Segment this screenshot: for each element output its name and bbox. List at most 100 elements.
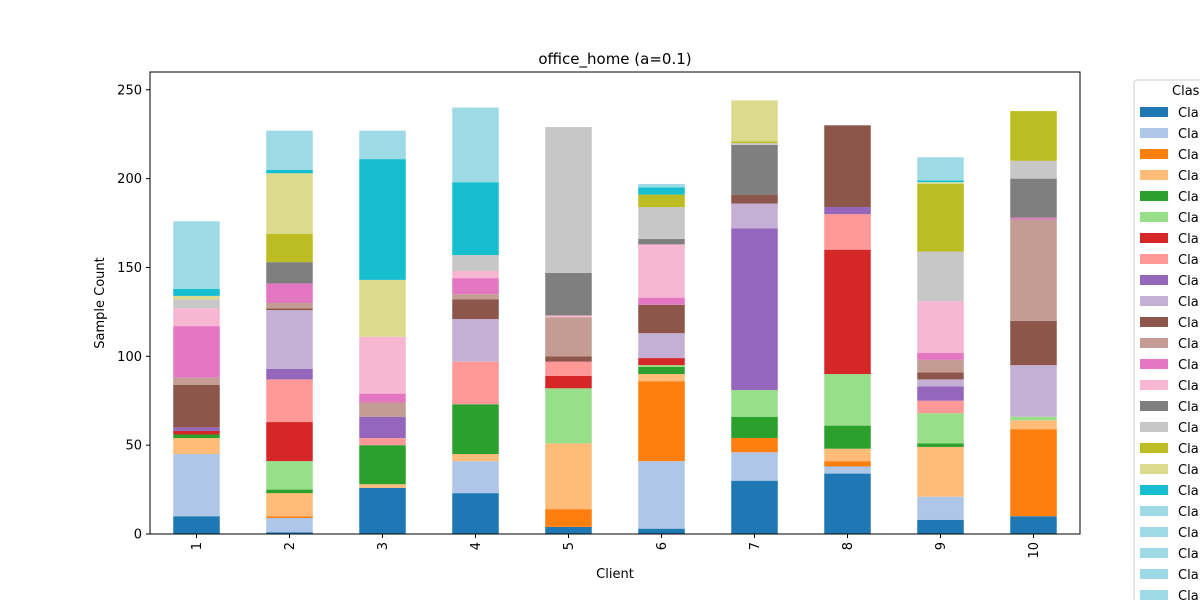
bar-segment-client-7-series-9	[731, 228, 778, 391]
bar-segment-client-6-series-3	[638, 381, 685, 462]
legend-label: Cla	[1178, 148, 1199, 163]
y-tick-label: 100	[117, 350, 142, 365]
bar-segment-client-8-series-6	[824, 374, 871, 426]
bar-segment-client-7-series-16	[731, 143, 778, 145]
bar-segment-client-10-series-16	[1010, 160, 1057, 179]
bar-segment-client-6-series-14	[638, 244, 685, 298]
x-tick-label: 10	[1027, 542, 1042, 559]
bar-segment-client-1-series-14	[173, 308, 220, 327]
legend-label: Cla	[1178, 253, 1199, 268]
bar-segment-client-7-series-2	[731, 452, 778, 481]
bar-segment-client-5-series-4	[545, 443, 592, 510]
bar-segment-client-2-series-3	[266, 516, 313, 519]
legend-swatch	[1140, 191, 1168, 201]
bar-segment-client-2-series-12	[266, 303, 313, 309]
x-tick-label: 1	[190, 542, 205, 550]
legend-swatch	[1140, 380, 1168, 390]
legend-label: Cla	[1178, 400, 1199, 415]
bar-segment-client-3-series-14	[359, 336, 406, 394]
bar-segment-client-6-series-10	[638, 333, 685, 359]
legend-swatch	[1140, 254, 1168, 264]
bar-segment-client-1-series-1	[173, 516, 220, 534]
bar-segment-client-6-series-19	[638, 187, 685, 195]
bar-segment-client-10-series-10	[1010, 365, 1057, 417]
legend-label: Cla	[1178, 190, 1199, 205]
bar-segment-client-6-series-2	[638, 461, 685, 529]
legend-label: Cla	[1178, 316, 1199, 331]
bar-segment-client-2-series-11	[266, 308, 313, 311]
bar-segment-client-10-series-1	[1010, 516, 1057, 534]
legend-swatch	[1140, 170, 1168, 180]
bar-segment-client-9-series-9	[917, 386, 964, 401]
legend-swatch	[1140, 149, 1168, 159]
legend-label: Cla	[1178, 442, 1199, 457]
bar-segment-client-7-series-1	[731, 480, 778, 534]
bar-segment-client-6-series-1	[638, 528, 685, 534]
bar-segment-client-3-series-19	[359, 159, 406, 280]
legend-label: Cla	[1178, 358, 1199, 373]
bar-segment-client-5-series-1	[545, 526, 592, 534]
bar-segment-client-9-series-16	[917, 251, 964, 302]
legend-label: Cla	[1178, 484, 1199, 499]
bar-segment-client-3-series-18	[359, 279, 406, 337]
bar-segment-client-1-series-11	[173, 384, 220, 428]
bar-segment-client-1-series-13	[173, 326, 220, 378]
legend-swatch	[1140, 506, 1168, 516]
bar-segment-client-2-series-13	[266, 283, 313, 303]
bar-segment-client-9-series-1	[917, 519, 964, 534]
legend-label: Cla	[1178, 211, 1199, 226]
legend-swatch	[1140, 128, 1168, 138]
legend-swatch	[1140, 569, 1168, 579]
legend-label: Cla	[1178, 568, 1199, 583]
chart-title: office_home (a=0.1)	[538, 50, 691, 69]
bar-segment-client-9-series-10	[917, 379, 964, 387]
bar-segment-client-2-series-8	[266, 379, 313, 423]
legend-swatch	[1140, 590, 1168, 600]
legend-label: Cla	[1178, 127, 1199, 142]
bar-segment-client-4-series-2	[452, 461, 499, 494]
bar-segment-client-2-series-9	[266, 368, 313, 380]
bar-segment-client-8-series-11	[824, 125, 871, 208]
bar-segment-client-8-series-8	[824, 214, 871, 250]
legend-label: Cla	[1178, 421, 1199, 436]
legend-swatch	[1140, 485, 1168, 495]
bar-segment-client-9-series-14	[917, 301, 964, 353]
bar-segment-client-3-series-13	[359, 393, 406, 403]
bar-segment-client-4-series-11	[452, 299, 499, 319]
bar-segment-client-1-series-18	[173, 295, 220, 300]
y-tick-label: 0	[134, 528, 142, 543]
bar-segment-client-7-series-17	[731, 141, 778, 144]
bar-segment-client-4-series-14	[452, 271, 499, 279]
x-tick-label: 2	[283, 542, 298, 550]
y-tick-label: 150	[117, 261, 142, 276]
bar-segment-client-9-series-4	[917, 446, 964, 497]
bar-segment-client-2-series-7	[266, 422, 313, 462]
bar-segment-client-9-series-13	[917, 352, 964, 360]
plot-frame	[149, 71, 1081, 535]
legend-swatch	[1140, 275, 1168, 285]
bar-segment-client-8-series-9	[824, 207, 871, 215]
legend-title: Clas	[1172, 84, 1200, 99]
bar-segment-client-2-series-10	[266, 310, 313, 369]
bar-segment-client-4-series-8	[452, 361, 499, 405]
bar-segment-client-6-series-16	[638, 207, 685, 240]
bar-segment-client-8-series-5	[824, 425, 871, 449]
legend-label: Cla	[1178, 379, 1199, 394]
bar-segment-client-9-series-2	[917, 496, 964, 520]
legend-swatch	[1140, 212, 1168, 222]
bar-segment-client-3-series-5	[359, 445, 406, 485]
bar-segment-client-2-series-1	[266, 532, 313, 534]
bar-segment-client-6-series-5	[638, 366, 685, 375]
legend-swatch	[1140, 548, 1168, 558]
bars-layer	[173, 100, 1057, 534]
x-tick-label: 6	[655, 542, 670, 550]
bar-segment-client-7-series-10	[731, 203, 778, 229]
bar-segment-client-2-series-18	[266, 173, 313, 234]
legend-items: Cla Cla Cla Cla Cla Cla Cla Cla Cla Cla Cla Cla Cla C…	[1140, 106, 1199, 600]
bar-segment-client-6-series-11	[638, 304, 685, 334]
bar-segment-client-6-series-15	[638, 239, 685, 245]
legend: Clas ClaClaClaClaClaClaClaClaClaClaClaCl…	[1133, 79, 1200, 600]
legend-label: Cla	[1178, 232, 1199, 247]
bar-segment-client-5-series-16	[545, 127, 592, 273]
